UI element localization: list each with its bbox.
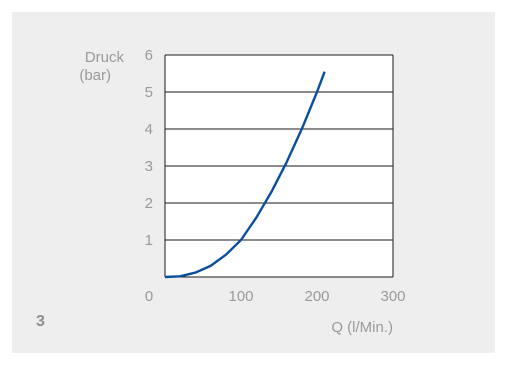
y-tick-label: 5 <box>145 84 153 101</box>
x-tick-label: 200 <box>304 288 329 305</box>
x-tick-label: 100 <box>228 288 253 305</box>
plot-frame <box>164 55 394 278</box>
series-line <box>164 71 326 279</box>
x-tick-label: 300 <box>380 288 405 305</box>
y-tick-label: 1 <box>145 232 153 249</box>
y-tick-label: 2 <box>145 195 153 212</box>
grid-lines <box>165 54 393 241</box>
y-axis-ticks: 1 2 3 4 5 6 <box>145 47 153 249</box>
y-axis-title-line1: Druck <box>85 49 125 66</box>
figure-number: 3 <box>36 313 45 330</box>
x-tick-label: 0 <box>145 288 153 305</box>
y-axis-title-line2: (bar) <box>79 67 111 84</box>
y-tick-label: 4 <box>145 121 153 138</box>
y-tick-label: 3 <box>145 158 153 175</box>
x-axis-ticks: 0 100 200 300 <box>145 288 406 305</box>
y-tick-label: 6 <box>145 47 153 64</box>
x-axis-title: Q (l/Min.) <box>331 319 393 336</box>
